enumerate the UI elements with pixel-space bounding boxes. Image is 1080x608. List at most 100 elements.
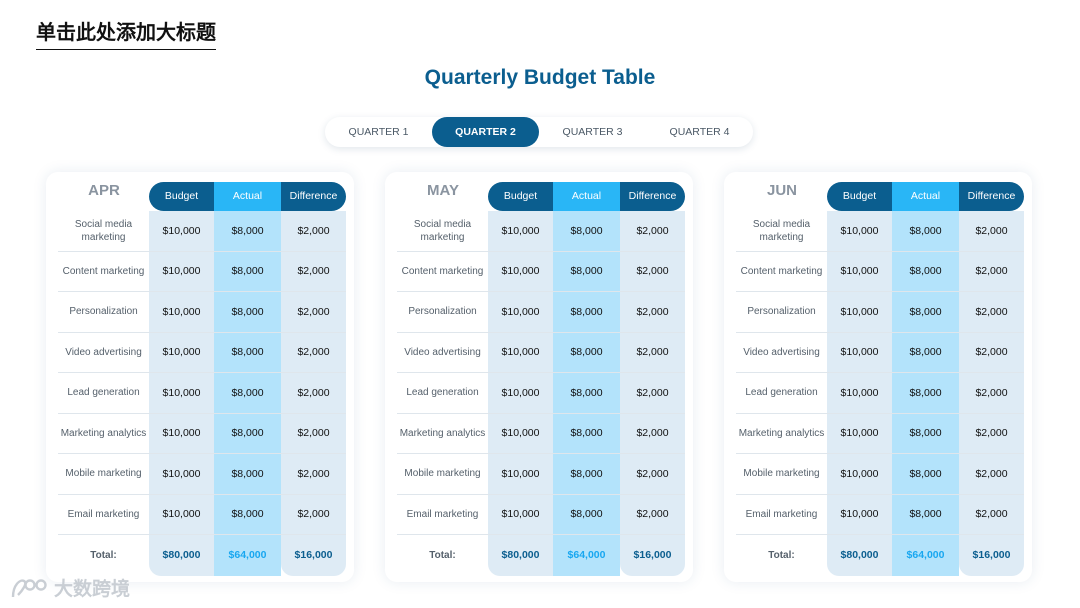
budget-cell: $10,000 <box>840 427 879 440</box>
category-cell: Social media marketing <box>752 218 811 243</box>
budget-cell: $10,000 <box>501 305 540 318</box>
table-row: Content marketing $10,000 $8,000 $2,000 <box>58 252 346 292</box>
category-cell: Content marketing <box>401 265 484 277</box>
category-cell: Email marketing <box>745 508 818 520</box>
month-panel-apr: APR Budget Actual Difference Social media ma… <box>46 172 354 582</box>
category-cell: Video advertising <box>404 346 481 358</box>
actual-column-bg <box>892 211 959 576</box>
budget-cell: $10,000 <box>501 224 540 237</box>
month-label: JUN <box>766 182 797 199</box>
category-cell: Content marketing <box>740 265 823 277</box>
difference-cell: $2,000 <box>636 346 669 359</box>
column-header-row: Budget Actual Difference <box>488 182 685 211</box>
budget-cell: $10,000 <box>501 265 540 278</box>
category-cell: Marketing analytics <box>738 427 825 439</box>
header-actual: Actual <box>553 182 620 211</box>
total-difference: $16,000 <box>294 549 333 561</box>
actual-cell: $8,000 <box>570 346 603 359</box>
actual-cell: $8,000 <box>231 467 264 480</box>
category-cell: Social media marketing <box>413 218 472 243</box>
tab-quarter-1[interactable]: QUARTER 1 <box>348 126 409 138</box>
category-cell: Marketing analytics <box>60 427 147 439</box>
difference-cell: $2,000 <box>636 508 669 521</box>
actual-cell: $8,000 <box>909 224 942 237</box>
total-budget: $80,000 <box>840 549 879 561</box>
difference-cell: $2,000 <box>297 508 330 521</box>
category-cell: Video advertising <box>743 346 820 358</box>
budget-cell: $10,000 <box>840 224 879 237</box>
actual-cell: $8,000 <box>909 467 942 480</box>
category-cell: Personalization <box>747 306 816 318</box>
table-row: Video advertising $10,000 $8,000 $2,000 <box>397 333 685 373</box>
category-cell: Email marketing <box>406 508 479 520</box>
actual-cell: $8,000 <box>570 386 603 399</box>
actual-cell: $8,000 <box>909 265 942 278</box>
category-cell: Mobile marketing <box>743 468 820 480</box>
table-body: Social media marketing $10,000 $8,000 $2,00… <box>736 211 1024 575</box>
column-header-row: Budget Actual Difference <box>827 182 1024 211</box>
header-difference: Difference <box>289 190 338 202</box>
difference-cell: $2,000 <box>297 467 330 480</box>
header-budget: Budget <box>164 190 199 202</box>
month-panel-jun: JUN Budget Actual Difference Social media ma… <box>724 172 1032 582</box>
difference-column-bg <box>959 211 1024 576</box>
tab-quarter-4[interactable]: QUARTER 4 <box>669 126 730 138</box>
header-difference: Difference <box>967 190 1016 202</box>
budget-cell: $10,000 <box>162 427 201 440</box>
actual-column-bg <box>214 211 281 576</box>
watermark-logo-icon <box>11 578 47 597</box>
category-cell: Content marketing <box>62 265 145 277</box>
category-cell: Personalization <box>69 306 138 318</box>
budget-cell: $10,000 <box>162 224 201 237</box>
table-row: Mobile marketing $10,000 $8,000 $2,000 <box>736 454 1024 495</box>
difference-cell: $2,000 <box>636 386 669 399</box>
difference-cell: $2,000 <box>297 386 330 399</box>
difference-cell: $2,000 <box>975 467 1008 480</box>
table-row: Marketing analytics $10,000 $8,000 $2,000 <box>58 414 346 454</box>
table-row: Social media marketing $10,000 $8,000 $2,00… <box>58 211 346 252</box>
difference-column-bg <box>620 211 685 576</box>
table-row: Content marketing $10,000 $8,000 $2,000 <box>736 252 1024 292</box>
budget-cell: $10,000 <box>162 386 201 399</box>
category-cell: Email marketing <box>67 508 140 520</box>
total-label: Total: <box>768 549 795 561</box>
table-row: Lead generation $10,000 $8,000 $2,000 <box>58 373 346 414</box>
table-row: Content marketing $10,000 $8,000 $2,000 <box>397 252 685 292</box>
table-body: Social media marketing $10,000 $8,000 $2,00… <box>58 211 346 575</box>
total-row: Total: $80,000 $64,000 $16,000 <box>397 535 685 575</box>
budget-cell: $10,000 <box>162 346 201 359</box>
table-row: Personalization $10,000 $8,000 $2,000 <box>58 292 346 333</box>
actual-cell: $8,000 <box>231 224 264 237</box>
header-budget: Budget <box>842 190 877 202</box>
total-label: Total: <box>429 549 456 561</box>
actual-cell: $8,000 <box>570 508 603 521</box>
total-difference: $16,000 <box>972 549 1011 561</box>
table-row: Mobile marketing $10,000 $8,000 $2,000 <box>397 454 685 495</box>
difference-cell: $2,000 <box>297 427 330 440</box>
watermark-text: 大数跨境 <box>54 578 131 600</box>
difference-cell: $2,000 <box>297 265 330 278</box>
actual-cell: $8,000 <box>909 386 942 399</box>
difference-cell: $2,000 <box>297 224 330 237</box>
difference-cell: $2,000 <box>975 265 1008 278</box>
header-difference: Difference <box>628 190 677 202</box>
budget-cell: $10,000 <box>162 508 201 521</box>
budget-cell: $10,000 <box>501 508 540 521</box>
budget-cell: $10,000 <box>162 467 201 480</box>
tab-quarter-3[interactable]: QUARTER 3 <box>562 126 623 138</box>
actual-cell: $8,000 <box>570 427 603 440</box>
actual-cell: $8,000 <box>570 224 603 237</box>
watermark: 大数跨境 <box>10 574 130 601</box>
table-title: Quarterly Budget Table <box>424 66 656 89</box>
budget-cell: $10,000 <box>840 386 879 399</box>
month-label: MAY <box>427 182 459 199</box>
category-cell: Mobile marketing <box>65 468 142 480</box>
tab-quarter-2[interactable]: QUARTER 2 <box>432 117 539 147</box>
table-row: Marketing analytics $10,000 $8,000 $2,000 <box>397 414 685 454</box>
quarter-tabs: QUARTER 1 QUARTER 2 QUARTER 3 QUARTER 4 <box>325 117 753 147</box>
total-label: Total: <box>90 549 117 561</box>
difference-cell: $2,000 <box>975 386 1008 399</box>
difference-cell: $2,000 <box>636 224 669 237</box>
month-panel-may: MAY Budget Actual Difference Social media ma… <box>385 172 693 582</box>
actual-cell: $8,000 <box>231 386 264 399</box>
